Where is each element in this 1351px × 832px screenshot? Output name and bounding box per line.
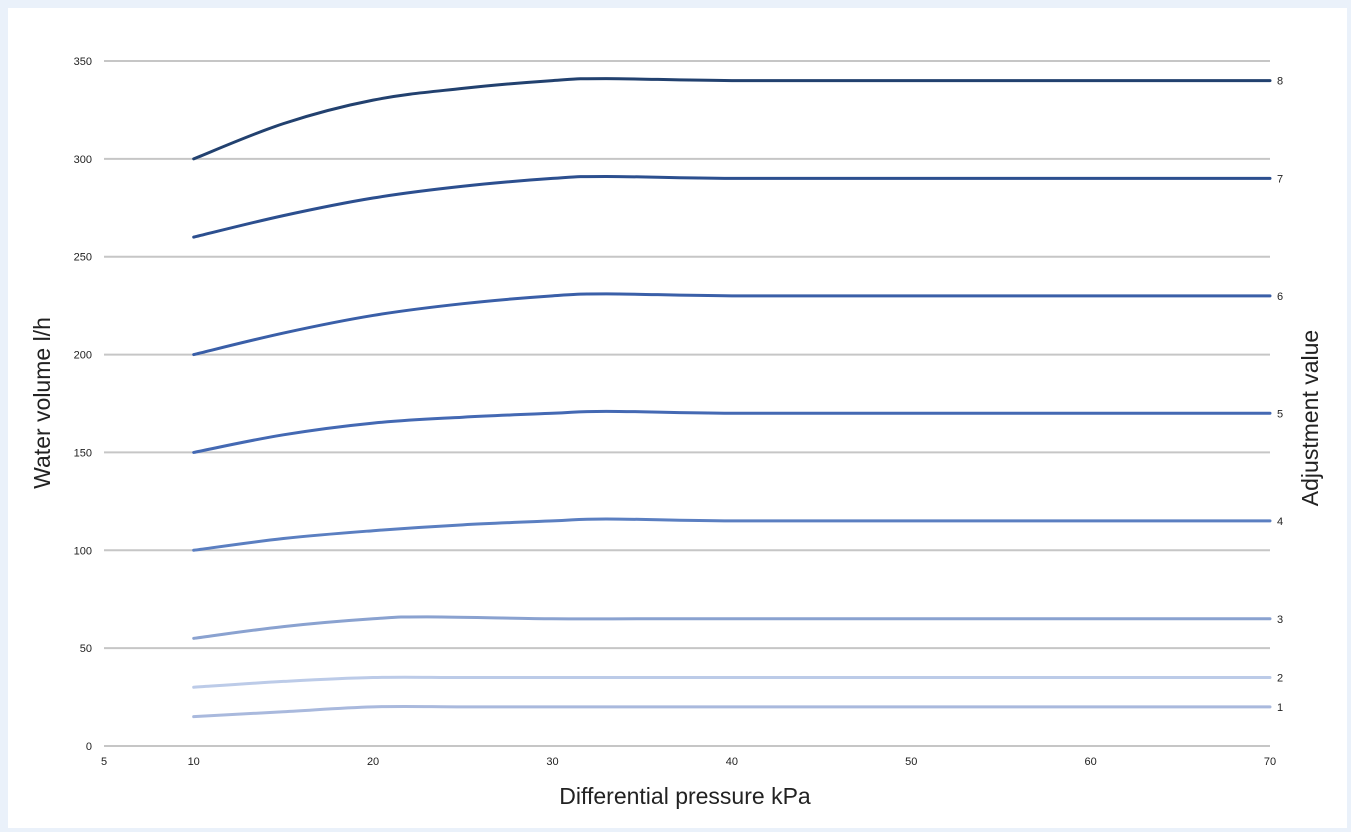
series-label-3: 3 <box>1277 614 1283 626</box>
series-line-8 <box>192 77 1272 161</box>
series-lines <box>192 77 1272 719</box>
y-axis-title: Water volume l/h <box>29 317 55 489</box>
y-tick-label: 150 <box>74 447 92 459</box>
y-tick-label: 250 <box>74 252 92 264</box>
series-label-8: 8 <box>1277 76 1283 88</box>
y-tick-label: 0 <box>86 741 92 753</box>
x-tick-label: 50 <box>905 756 917 768</box>
series-end-labels: 1 2 3 4 5 6 7 8 <box>1277 76 1283 714</box>
x-tick-label: 5 <box>101 756 107 768</box>
y-tick-labels: 0 50 100 150 200 250 300 350 <box>74 56 92 753</box>
series-line-7 <box>192 174 1272 239</box>
series-label-2: 2 <box>1277 673 1283 685</box>
series-line-4 <box>192 517 1272 552</box>
x-tick-label: 40 <box>726 756 738 768</box>
x-tick-label: 10 <box>188 756 200 768</box>
y-tick-label: 350 <box>74 56 92 68</box>
y2-axis-title: Adjustment value <box>1297 330 1323 506</box>
series-line-1 <box>192 704 1272 719</box>
x-tick-label: 20 <box>367 756 379 768</box>
x-tick-label: 60 <box>1084 756 1096 768</box>
series-label-7: 7 <box>1277 173 1283 185</box>
series-label-5: 5 <box>1277 408 1283 420</box>
x-tick-labels: 5 10 20 30 40 50 60 70 <box>101 756 1276 768</box>
x-axis-title: Differential pressure kPa <box>559 783 811 809</box>
y-tick-label: 100 <box>74 545 92 557</box>
series-label-6: 6 <box>1277 291 1283 303</box>
series-line-3 <box>192 615 1272 640</box>
y-tick-label: 200 <box>74 350 92 362</box>
x-tick-label: 70 <box>1264 756 1276 768</box>
grid-lines <box>104 60 1270 747</box>
y-tick-label: 300 <box>74 154 92 166</box>
series-line-5 <box>192 409 1272 454</box>
series-line-2 <box>192 675 1272 689</box>
y-tick-label: 50 <box>80 643 92 655</box>
series-label-1: 1 <box>1277 702 1283 714</box>
series-line-6 <box>192 292 1272 357</box>
series-label-4: 4 <box>1277 516 1283 528</box>
x-tick-label: 30 <box>546 756 558 768</box>
